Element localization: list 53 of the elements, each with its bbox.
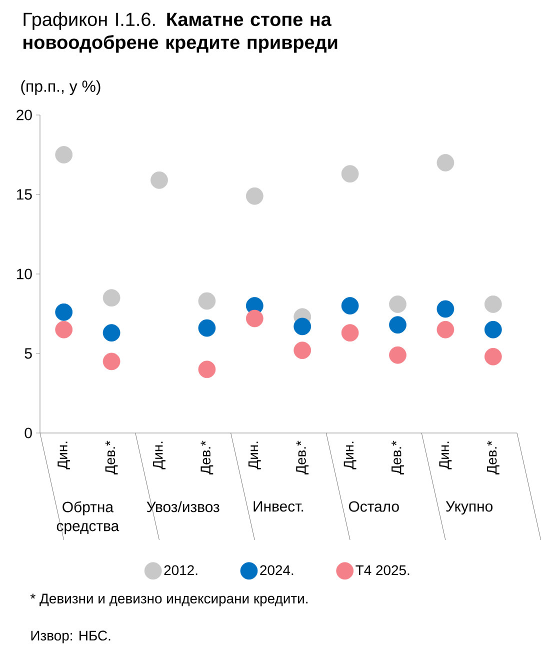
point [341, 297, 359, 314]
y-tick-label: 0 [24, 428, 32, 438]
point [198, 319, 216, 337]
y-tick-label: 20 [16, 110, 32, 120]
point [150, 171, 168, 189]
x-tick-label: Дев.* [486, 440, 500, 474]
text: Извор: НБС. [31, 630, 110, 644]
text: * Девизни и девизно индексирани кредити. [30, 594, 308, 606]
chart-title: Графикон I.1.6. Каматне стопе на новоодобрене кредите привреди [24, 12, 338, 53]
x-tick-label: Дин. [58, 442, 70, 470]
x-tick-label: Дин. [439, 442, 452, 470]
text: Инвест. [254, 501, 304, 512]
x-tick-label: Дев.* [392, 440, 404, 474]
point [484, 296, 502, 313]
x-tick-label: Дев.* [296, 440, 309, 474]
point [102, 324, 120, 342]
text: Увоз/извоз [146, 501, 220, 512]
point [55, 146, 73, 164]
text: Остало [348, 501, 399, 512]
point [55, 320, 73, 338]
point [389, 346, 406, 364]
legend-label: Т4 2025. [356, 565, 410, 576]
point [198, 360, 216, 378]
legend-label: 2024. [260, 565, 294, 576]
point [436, 300, 454, 318]
point [436, 154, 454, 172]
x-tick-label: Дин. [248, 442, 261, 470]
x-tick-label: Дин. [344, 442, 356, 470]
point [341, 165, 359, 183]
legend-label: 2012. [164, 565, 198, 576]
point [341, 324, 359, 342]
point [389, 296, 406, 313]
x-tick-label: Дев.* [105, 440, 118, 474]
point [246, 310, 264, 328]
point [389, 316, 406, 334]
point [294, 318, 312, 336]
point [484, 320, 502, 338]
y-tick-label: 5 [24, 348, 32, 359]
y-tick-label: 15 [16, 189, 32, 200]
x-tick-label: Дин. [153, 442, 166, 470]
point [102, 289, 120, 307]
point [484, 348, 502, 366]
y-tick-label: 10 [16, 268, 32, 280]
text: Укупно [446, 501, 492, 515]
point [294, 342, 312, 360]
chart-subtitle: (пр.п., у %) [21, 80, 100, 96]
point [102, 352, 120, 370]
x-tick-label: Дев.* [200, 440, 214, 474]
point [246, 187, 264, 205]
point [55, 303, 73, 321]
point [198, 292, 216, 310]
text: Обртна средства [56, 501, 120, 534]
point [436, 320, 454, 338]
